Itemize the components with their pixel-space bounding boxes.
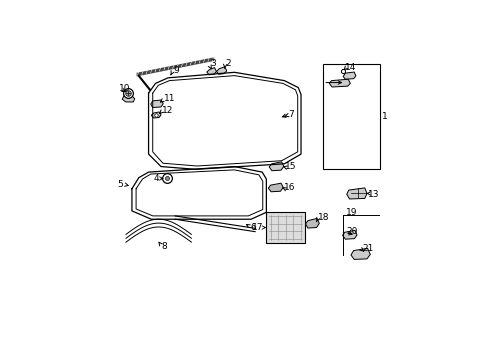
- Polygon shape: [151, 100, 163, 108]
- Polygon shape: [343, 72, 356, 79]
- Text: 19: 19: [346, 208, 357, 217]
- Text: 21: 21: [362, 244, 373, 253]
- Text: 18: 18: [318, 213, 330, 222]
- Text: 1: 1: [382, 112, 388, 121]
- Polygon shape: [267, 212, 305, 243]
- Polygon shape: [347, 188, 367, 199]
- Polygon shape: [329, 79, 350, 87]
- Polygon shape: [305, 219, 319, 228]
- Polygon shape: [151, 112, 161, 118]
- Text: 9: 9: [173, 66, 179, 75]
- Text: 8: 8: [162, 242, 168, 251]
- Text: 6: 6: [250, 223, 256, 232]
- Text: 4: 4: [153, 174, 159, 183]
- Text: 14: 14: [345, 63, 357, 72]
- Text: 11: 11: [164, 94, 175, 103]
- Text: 10: 10: [119, 85, 130, 94]
- Polygon shape: [269, 162, 284, 171]
- Text: 13: 13: [368, 190, 379, 199]
- Text: 12: 12: [162, 106, 174, 115]
- Text: 5: 5: [117, 180, 123, 189]
- Text: 3: 3: [210, 59, 216, 68]
- Polygon shape: [343, 230, 357, 239]
- Text: 15: 15: [285, 162, 296, 171]
- Text: 20: 20: [346, 227, 357, 236]
- Text: 17: 17: [252, 223, 264, 232]
- Polygon shape: [122, 95, 135, 102]
- Text: 7: 7: [289, 110, 294, 119]
- Polygon shape: [217, 67, 227, 74]
- Polygon shape: [269, 183, 283, 192]
- Polygon shape: [207, 68, 217, 75]
- Bar: [323, 64, 380, 169]
- Polygon shape: [351, 248, 370, 260]
- Text: 16: 16: [284, 183, 295, 192]
- Text: 2: 2: [225, 59, 231, 68]
